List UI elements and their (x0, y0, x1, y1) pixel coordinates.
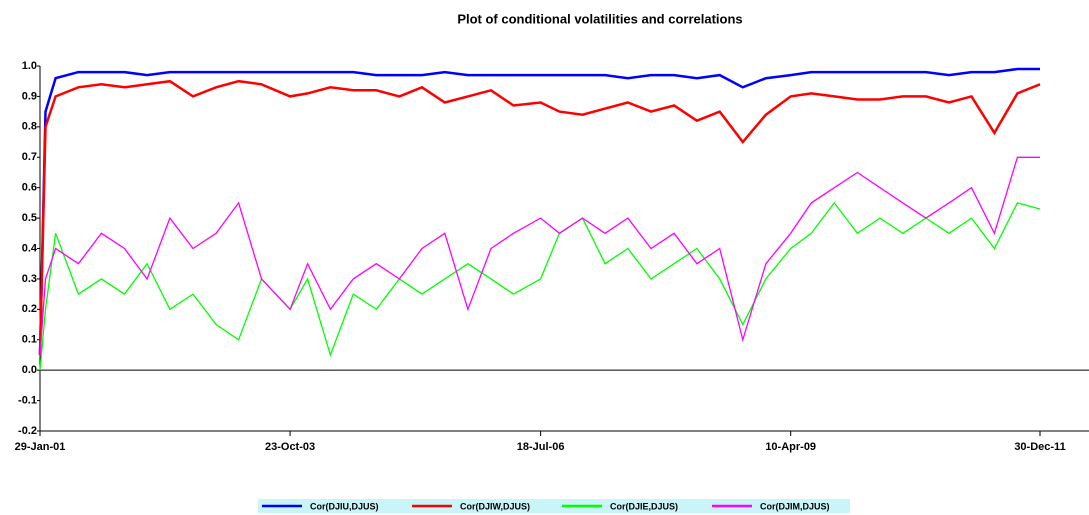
x-tick-label: 23-Oct-03 (265, 441, 315, 453)
y-tick-label: 0.8 (22, 121, 37, 133)
legend-label: Cor(DJIM,DJUS) (760, 501, 830, 511)
legend-label: Cor(DJIU,DJUS) (310, 501, 379, 511)
x-tick-label: 29-Jan-01 (15, 441, 66, 453)
series-line (38, 67, 1040, 356)
y-tick-label: 0.9 (22, 90, 37, 102)
x-tick-label: 30-Dec-11 (1014, 441, 1065, 453)
legend-label: Cor(DJIW,DJUS) (460, 501, 530, 511)
x-tick-label: 10-Apr-09 (765, 441, 816, 453)
y-tick-label: -0.2 (18, 425, 37, 437)
x-tick-label: 18-Jul-06 (517, 441, 565, 453)
y-tick-label: 0.2 (22, 303, 37, 315)
y-tick-label: 0.4 (22, 242, 38, 254)
series-line (39, 156, 1040, 356)
y-tick-label: 1.0 (22, 60, 37, 72)
series-line (38, 79, 1041, 356)
y-tick-label: 0.6 (22, 182, 37, 194)
y-tick-label: 0.7 (22, 151, 37, 163)
legend-label: Cor(DJIE,DJUS) (610, 501, 678, 511)
series-line (39, 201, 1041, 371)
chart-title: Plot of conditional volatilities and cor… (457, 11, 742, 26)
y-tick-label: 0.5 (22, 212, 37, 224)
y-tick-label: 0.0 (22, 364, 37, 376)
y-tick-label: 0.1 (22, 334, 37, 346)
y-tick-label: -0.1 (18, 394, 37, 406)
legend-box (258, 499, 850, 513)
y-tick-label: 0.3 (22, 273, 37, 285)
